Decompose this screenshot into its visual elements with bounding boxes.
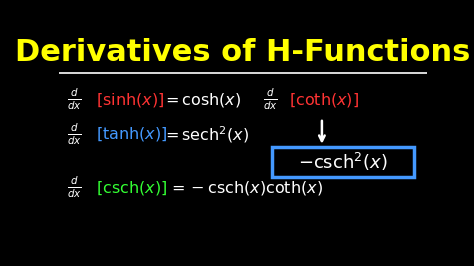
Text: $\frac{d}{dx}$: $\frac{d}{dx}$ xyxy=(66,122,81,147)
Text: $[\sinh(x)]$: $[\sinh(x)]$ xyxy=(96,90,164,109)
Text: Derivatives of H-Functions: Derivatives of H-Functions xyxy=(15,38,471,67)
Text: $[\coth(x)]$: $[\coth(x)]$ xyxy=(289,90,359,109)
Text: $[\tanh(x)]$: $[\tanh(x)]$ xyxy=(96,125,167,143)
Text: $= \mathrm{sech}^2(x)$: $= \mathrm{sech}^2(x)$ xyxy=(162,124,249,145)
Text: $= \cosh(x)$: $= \cosh(x)$ xyxy=(162,90,241,109)
FancyBboxPatch shape xyxy=(272,147,414,177)
Text: $= -\mathrm{csch}(x)\coth(x)$: $= -\mathrm{csch}(x)\coth(x)$ xyxy=(168,178,322,197)
Text: $-\mathrm{csch}^2(x)$: $-\mathrm{csch}^2(x)$ xyxy=(298,151,388,173)
Text: $\frac{d}{dx}$: $\frac{d}{dx}$ xyxy=(66,87,81,112)
Text: $\frac{d}{dx}$: $\frac{d}{dx}$ xyxy=(66,175,81,200)
Text: $[\mathrm{csch}(x)]$: $[\mathrm{csch}(x)]$ xyxy=(96,178,167,197)
Text: $\frac{d}{dx}$: $\frac{d}{dx}$ xyxy=(263,87,278,112)
